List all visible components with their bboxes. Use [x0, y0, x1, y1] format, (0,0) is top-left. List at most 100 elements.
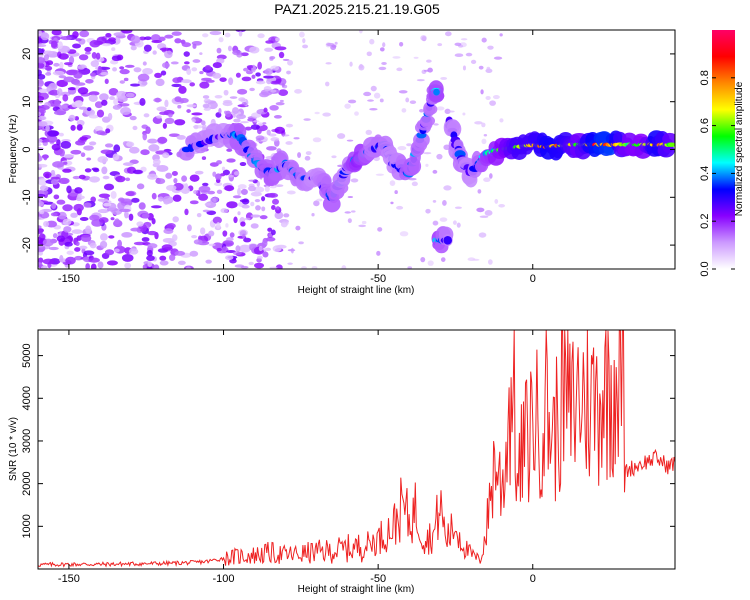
spectrogram-noise-cell — [38, 200, 45, 207]
spectrogram-noise-cell — [64, 241, 73, 247]
spectrogram-noise-cell — [253, 186, 265, 193]
spectrogram-noise-cell — [117, 239, 122, 248]
spectrogram-noise-cell — [251, 74, 256, 79]
spectrogram-noise-cell — [481, 138, 487, 145]
spectrogram-noise-cell — [152, 50, 157, 55]
spectrogram-noise-cell — [381, 61, 387, 66]
spectrogram-noise-cell — [274, 126, 286, 134]
spectrogram-noise-cell — [147, 243, 158, 249]
spectrogram-noise-cell — [38, 225, 42, 229]
spectrogram-noise-cell — [377, 227, 383, 232]
spectrogram-noise-cell — [172, 77, 182, 84]
spectrogram-noise-cell — [286, 70, 291, 75]
spectrogram-noise-cell — [186, 224, 192, 232]
spectrogram-noise-cell — [272, 198, 280, 205]
spectrogram-noise-cell — [223, 89, 229, 96]
spectrogram-noise-cell — [53, 62, 60, 67]
spectrogram-noise-cell — [270, 80, 281, 85]
spectrogram-noise-cell — [50, 179, 59, 185]
spectrogram-noise-cell — [297, 152, 302, 158]
spectrogram-noise-cell — [348, 99, 357, 104]
spectrogram-noise-cell — [103, 183, 115, 191]
spectrogram-noise-cell — [112, 67, 117, 72]
spectrogram-noise-cell — [285, 141, 293, 145]
x-tick-label: -150 — [58, 573, 80, 585]
spectrogram-noise-cell — [51, 202, 57, 210]
spectrogram-noise-cell — [312, 137, 322, 143]
spectrogram-noise-cell — [86, 107, 92, 112]
spectrogram-noise-cell — [250, 191, 262, 197]
y-tick-label: 0 — [21, 146, 33, 152]
spectrogram-noise-cell — [399, 231, 409, 237]
spectrogram-noise-cell — [486, 66, 491, 71]
spectrogram-noise-cell — [192, 43, 197, 49]
spectrogram-noise-cell — [237, 211, 241, 216]
spectrogram-noise-cell — [232, 114, 236, 118]
spectrogram-noise-cell — [208, 243, 216, 247]
spectrogram-noise-cell — [263, 107, 268, 113]
spectrogram-noise-cell — [257, 33, 265, 39]
spectrogram-noise-cell — [487, 259, 493, 265]
spectrogram-noise-cell — [255, 135, 265, 141]
spectrogram-noise-cell — [73, 82, 86, 86]
spectrogram-noise-cell — [122, 162, 134, 166]
spectrogram-noise-cell — [193, 239, 203, 245]
spectrogram-noise-cell — [405, 97, 410, 103]
spectrogram-noise-cell — [38, 196, 41, 203]
spectrogram-noise-cell — [160, 70, 167, 76]
spectrogram-noise-cell — [286, 190, 296, 195]
spectrogram-noise-cell — [267, 192, 279, 198]
spectrogram-noise-cell — [108, 37, 116, 42]
spectrogram-noise-cell — [141, 81, 148, 86]
spectrogram-noise-cell — [172, 194, 182, 202]
spectrogram-noise-cell — [454, 206, 462, 209]
spectrogram-noise-cell — [299, 31, 305, 38]
spectrogram-noise-cell — [245, 70, 253, 75]
spectrogram-noise-cell — [248, 185, 257, 192]
spectrogram-noise-cell — [89, 214, 100, 221]
spectrogram-noise-cell — [266, 146, 277, 151]
spectrogram-noise-cell — [240, 265, 249, 269]
snr-panel: -150 -100 -50 0 1000 2000 3000 4000 5000 Height… — [8, 329, 676, 595]
spectrogram-noise-cell — [278, 51, 285, 59]
spectrogram-noise-cell — [241, 76, 252, 82]
spectrogram-noise-cell — [138, 202, 146, 210]
spectrogram-noise-cell — [112, 104, 122, 110]
spectrogram-noise-cell — [74, 116, 80, 121]
spectrogram-noise-cell — [483, 133, 488, 137]
spectrogram-noise-cell — [208, 230, 215, 237]
y-tick-label: 4000 — [21, 386, 33, 410]
spectrogram-noise-cell — [56, 88, 63, 96]
spectrogram-noise-cell — [38, 73, 46, 80]
spectrogram-noise-cell — [375, 173, 385, 176]
spectrogram-noise-cell — [302, 38, 306, 44]
spectrogram-noise-cell — [42, 50, 54, 55]
spectrogram-noise-cell — [212, 62, 222, 69]
spectrogram-noise-cell — [397, 146, 407, 151]
x-tick-label: -50 — [370, 573, 386, 585]
spectrogram-noise-cell — [216, 189, 223, 195]
spectrogram-noise-cell — [85, 263, 90, 269]
spectrogram-noise-cell — [191, 67, 198, 72]
spectrogram-noise-cell — [165, 184, 177, 191]
spectrogram-noise-cell — [205, 79, 215, 83]
spectrogram-noise-cell — [269, 57, 274, 61]
spectrogram-noise-cell — [111, 47, 116, 52]
spectrogram-noise-cell — [63, 62, 73, 66]
spectrogram-noise-cell — [99, 93, 109, 101]
spectrogram-noise-cell — [75, 241, 80, 247]
spectrogram-noise-cell — [115, 175, 126, 183]
spectrogram-noise-cell — [84, 46, 92, 52]
spectrogram-noise-cell — [264, 185, 270, 192]
spectrogram-noise-cell — [128, 213, 134, 221]
spectrogram-noise-cell — [295, 225, 301, 231]
spectrogram-noise-cell — [294, 89, 303, 94]
spectrogram-noise-cell — [58, 75, 67, 79]
spectrogram-noise-cell — [257, 122, 264, 127]
spectrogram-noise-cell — [427, 67, 433, 73]
spectrogram-noise-cell — [202, 182, 209, 187]
spectrogram-noise-cell — [262, 251, 269, 258]
spectrogram-noise-cell — [85, 225, 92, 234]
spectrogram-noise-cell — [250, 124, 260, 130]
spectrogram-noise-cell — [285, 123, 294, 128]
